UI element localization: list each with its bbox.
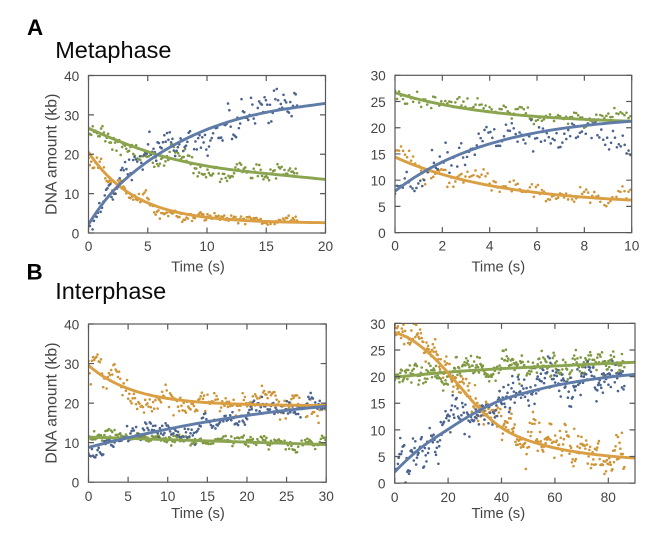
svg-text:Time (s): Time (s) xyxy=(471,506,525,522)
svg-text:15: 15 xyxy=(259,239,275,254)
svg-text:0: 0 xyxy=(378,226,386,241)
svg-text:30: 30 xyxy=(319,489,335,504)
svg-text:0: 0 xyxy=(85,489,93,504)
svg-text:40: 40 xyxy=(64,69,80,84)
svg-text:Interphase: Interphase xyxy=(55,278,166,304)
svg-text:10: 10 xyxy=(624,239,640,254)
svg-text:10: 10 xyxy=(64,187,80,202)
svg-text:Time (s): Time (s) xyxy=(171,260,225,276)
svg-text:15: 15 xyxy=(371,147,387,162)
svg-text:20: 20 xyxy=(64,397,80,412)
svg-text:20: 20 xyxy=(318,239,334,254)
svg-text:15: 15 xyxy=(370,397,386,412)
svg-text:B: B xyxy=(27,259,43,284)
svg-text:20: 20 xyxy=(370,370,386,385)
svg-text:30: 30 xyxy=(370,317,386,332)
svg-text:10: 10 xyxy=(199,239,215,254)
svg-text:25: 25 xyxy=(370,343,386,358)
svg-text:20: 20 xyxy=(371,121,387,136)
svg-text:40: 40 xyxy=(494,490,510,505)
svg-text:Time (s): Time (s) xyxy=(171,506,225,522)
svg-text:60: 60 xyxy=(547,490,563,505)
svg-text:0: 0 xyxy=(391,239,399,254)
svg-text:DNA amount (kb): DNA amount (kb) xyxy=(44,94,61,215)
svg-text:0: 0 xyxy=(391,490,399,505)
svg-text:0: 0 xyxy=(72,476,80,491)
svg-text:30: 30 xyxy=(64,357,80,372)
svg-text:Time (s): Time (s) xyxy=(471,260,525,276)
svg-text:30: 30 xyxy=(371,69,387,84)
svg-text:8: 8 xyxy=(581,239,589,254)
svg-text:10: 10 xyxy=(371,174,387,189)
svg-text:0: 0 xyxy=(72,226,80,241)
svg-text:40: 40 xyxy=(64,317,80,332)
svg-text:5: 5 xyxy=(144,239,152,254)
svg-text:0: 0 xyxy=(378,477,386,492)
svg-text:6: 6 xyxy=(533,239,541,254)
svg-text:15: 15 xyxy=(200,489,216,504)
svg-text:5: 5 xyxy=(378,450,386,465)
svg-text:A: A xyxy=(27,15,43,40)
svg-text:4: 4 xyxy=(486,239,494,254)
svg-text:2: 2 xyxy=(439,239,447,254)
svg-text:10: 10 xyxy=(160,489,176,504)
svg-text:5: 5 xyxy=(378,200,386,215)
svg-text:80: 80 xyxy=(601,490,617,505)
svg-text:10: 10 xyxy=(370,423,386,438)
svg-text:10: 10 xyxy=(64,436,80,451)
svg-text:25: 25 xyxy=(371,95,387,110)
svg-text:0: 0 xyxy=(85,239,93,254)
svg-text:20: 20 xyxy=(64,148,80,163)
svg-text:30: 30 xyxy=(64,108,80,123)
svg-text:20: 20 xyxy=(440,490,456,505)
svg-text:DNA amount (kb): DNA amount (kb) xyxy=(44,343,61,464)
svg-text:5: 5 xyxy=(124,489,132,504)
svg-text:25: 25 xyxy=(279,489,295,504)
svg-text:Metaphase: Metaphase xyxy=(55,37,171,63)
svg-text:20: 20 xyxy=(239,489,255,504)
